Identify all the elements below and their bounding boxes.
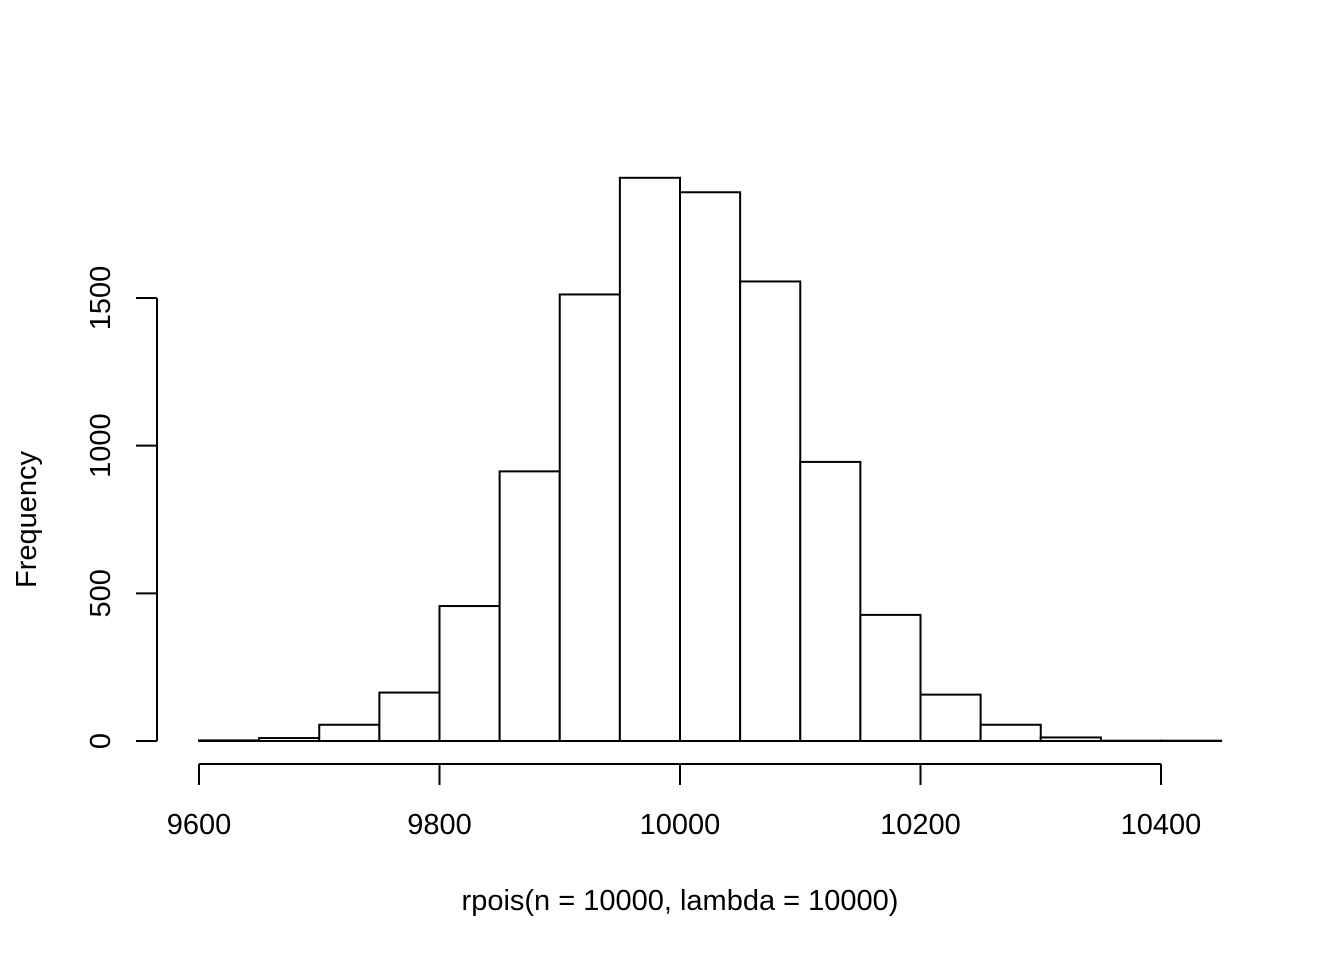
y-axis: 0 500 1000 1500	[85, 266, 158, 749]
histogram-bar	[318, 723, 381, 742]
histogram-bar	[799, 460, 862, 742]
x-axis-title: rpois(n = 10000, lambda = 10000)	[462, 885, 899, 917]
x-axis: 9600 9800 10000 10200 10400	[167, 763, 1202, 841]
histogram-bar	[618, 176, 681, 743]
histogram-bar	[378, 691, 441, 742]
x-tick-label: 10400	[1121, 809, 1202, 841]
x-tick-label: 9600	[167, 809, 232, 841]
histogram-bar	[859, 613, 922, 742]
histogram-bar	[919, 693, 982, 743]
y-tick-label: 500	[85, 569, 117, 617]
x-tick-label: 9800	[407, 809, 472, 841]
x-tick-label: 10200	[880, 809, 961, 841]
histogram-bar	[558, 293, 621, 742]
histogram-bar	[679, 191, 742, 742]
x-tick-label: 10000	[640, 809, 721, 841]
histogram-bar	[739, 280, 802, 742]
histogram-bar	[438, 605, 501, 742]
histogram-bar	[498, 470, 561, 742]
bars-group	[198, 176, 1223, 743]
y-tick-label: 1500	[85, 266, 117, 331]
y-tick-label: 1000	[85, 413, 117, 478]
histogram-bar	[979, 723, 1042, 742]
y-axis-title: Frequency	[11, 450, 43, 588]
y-tick-label: 0	[85, 733, 117, 749]
